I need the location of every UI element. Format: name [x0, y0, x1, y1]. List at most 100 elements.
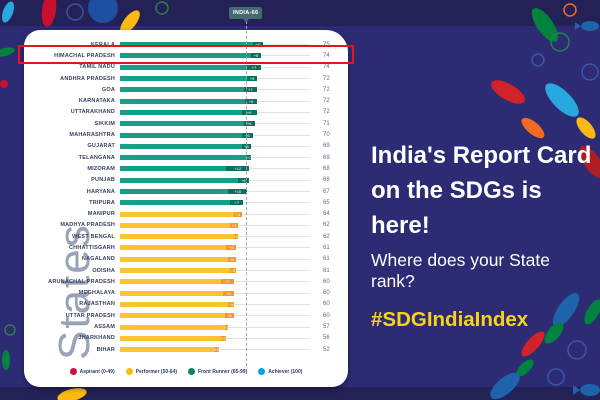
top-border-band: [0, 0, 600, 26]
score-bar: +2: [120, 347, 220, 353]
score-value: 56: [323, 335, 330, 342]
bar-main-segment: [120, 132, 242, 138]
question-text: Where does your State rank?: [371, 250, 550, 291]
score-value: 72: [323, 86, 330, 93]
state-row-uttar-pradesh: UTTAR PRADESH +5 60: [24, 310, 348, 321]
bar-main-segment: [120, 64, 248, 70]
state-row-andhra-pradesh: ANDHRA PRADESH +5 72: [24, 73, 348, 84]
score-value: 60: [323, 290, 330, 297]
bar-area: +5: [120, 42, 310, 48]
bar-area: +4: [120, 222, 310, 228]
score-value: 52: [323, 346, 330, 353]
bar-gain-segment: +7: [230, 200, 244, 206]
bar-gain-segment: +2: [214, 347, 220, 353]
state-name-label: JHARKHAND: [78, 335, 115, 342]
chart-legend: Aspirant (0-49) Performer (50-64) Front Ru…: [24, 368, 348, 375]
score-bar: +7: [120, 64, 261, 70]
score-value: 71: [323, 120, 330, 127]
legend-item-front_runner: Front Runner (65-99): [188, 368, 247, 375]
legend-label: Achiever (100): [268, 368, 303, 375]
state-name-label: BIHAR: [96, 346, 115, 353]
state-name-label: GOA: [101, 86, 115, 93]
bar-area: +5: [120, 143, 310, 149]
bar-gain-segment: +4: [228, 256, 236, 262]
score-value: 70: [323, 132, 330, 139]
score-value: 65: [323, 199, 330, 206]
score-value: 68: [323, 165, 330, 172]
score-bar: +3: [120, 301, 234, 307]
state-row-uttarakhand: UTTARAKHAND +8 72: [24, 107, 348, 118]
state-row-tamil-nadu: TAMIL NADU +7 74: [24, 62, 348, 73]
state-row-goa: GOA +7 72: [24, 84, 348, 95]
bar-area: +7: [120, 87, 310, 93]
state-row-mizoram: MIZORAM +12 68: [24, 163, 348, 174]
bar-gain-segment: +3: [220, 335, 227, 341]
bar-gain-segment: +3: [230, 268, 236, 274]
legend-color-dot: [69, 368, 77, 375]
bar-area: +5: [120, 76, 310, 82]
score-bar: +3: [120, 335, 227, 341]
score-value: 60: [323, 278, 330, 285]
bar-gain-segment: +5: [247, 76, 257, 82]
hashtag-text: #SDGIndiaIndex: [371, 308, 529, 331]
score-bar: +5: [120, 245, 236, 251]
bar-main-segment: [120, 245, 227, 251]
state-name-label: MANIPUR: [87, 211, 115, 218]
bar-area: +7: [120, 279, 310, 285]
state-row-rajasthan: RAJASTHAN +3 60: [24, 299, 348, 310]
bar-area: +4: [120, 211, 310, 217]
bar-area: +6: [120, 121, 310, 127]
bar-area: +5: [120, 245, 310, 251]
state-row-arunachal-pradesh: ARUNACHAL PRADESH +7 60: [24, 276, 348, 287]
state-name-label: ODISHA: [92, 267, 115, 274]
bar-main-segment: [120, 335, 221, 341]
state-row-gujarat: GUJARAT +5 69: [24, 141, 348, 152]
bar-main-segment: [120, 256, 229, 262]
bar-main-segment: [120, 324, 225, 330]
legend-item-achiever: Achiever (100): [258, 368, 302, 375]
state-row-bihar: BIHAR +2 52: [24, 344, 348, 355]
bar-main-segment: [120, 301, 229, 307]
score-value: 61: [323, 244, 330, 251]
score-value: 62: [323, 233, 330, 240]
score-bar: +4: [120, 211, 242, 217]
bar-area: +2: [120, 234, 310, 240]
bar-area: +3: [120, 268, 310, 274]
legend-item-performer: Performer (50-64): [125, 368, 177, 375]
legend-item-aspirant: Aspirant (0-49): [69, 368, 115, 375]
bar-gain-segment: +3: [228, 301, 234, 307]
state-name-label: GUJARAT: [87, 143, 115, 150]
bar-main-segment: [120, 268, 231, 274]
india-average-dashed-line: [246, 21, 247, 366]
bar-gain-segment: +6: [245, 98, 257, 104]
bar-main-segment: [120, 279, 221, 285]
state-name-label: ANDHRA PRADESH: [60, 75, 115, 82]
score-value: 60: [323, 312, 330, 319]
score-bar: +12: [120, 166, 250, 172]
score-bar: +5: [120, 143, 252, 149]
score-value: 67: [323, 188, 330, 195]
bottom-border-band: [0, 387, 600, 400]
state-row-madhya-pradesh: MADHYA PRADESH +4 62: [24, 220, 348, 231]
state-name-label: MADHYA PRADESH: [60, 222, 115, 229]
bar-main-segment: [120, 53, 252, 59]
score-bar: +10: [120, 189, 248, 194]
state-name-label: KARNATAKA: [78, 98, 115, 105]
bar-area: +3: [120, 301, 310, 307]
bar-area: +2: [120, 347, 310, 353]
bar-gain-segment: +2: [246, 155, 252, 161]
state-name-label: KERALA: [90, 41, 115, 48]
state-name-label: SIKKIM: [94, 120, 115, 127]
highlight-box-himachal-pradesh: [18, 45, 354, 64]
score-bar: +2: [120, 234, 238, 240]
bar-main-segment: [120, 347, 215, 353]
bar-main-segment: [120, 200, 231, 206]
score-bar: +6: [120, 98, 257, 104]
bar-main-segment: [120, 42, 253, 48]
bar-main-segment: [120, 211, 234, 217]
score-bar: +6: [120, 290, 234, 296]
chart-card: States KERALA +5 75 HIMACHAL PRADESH +5 74 TAM…: [24, 30, 348, 387]
bar-gain-segment: +12: [226, 166, 250, 172]
score-value: 74: [323, 52, 330, 59]
